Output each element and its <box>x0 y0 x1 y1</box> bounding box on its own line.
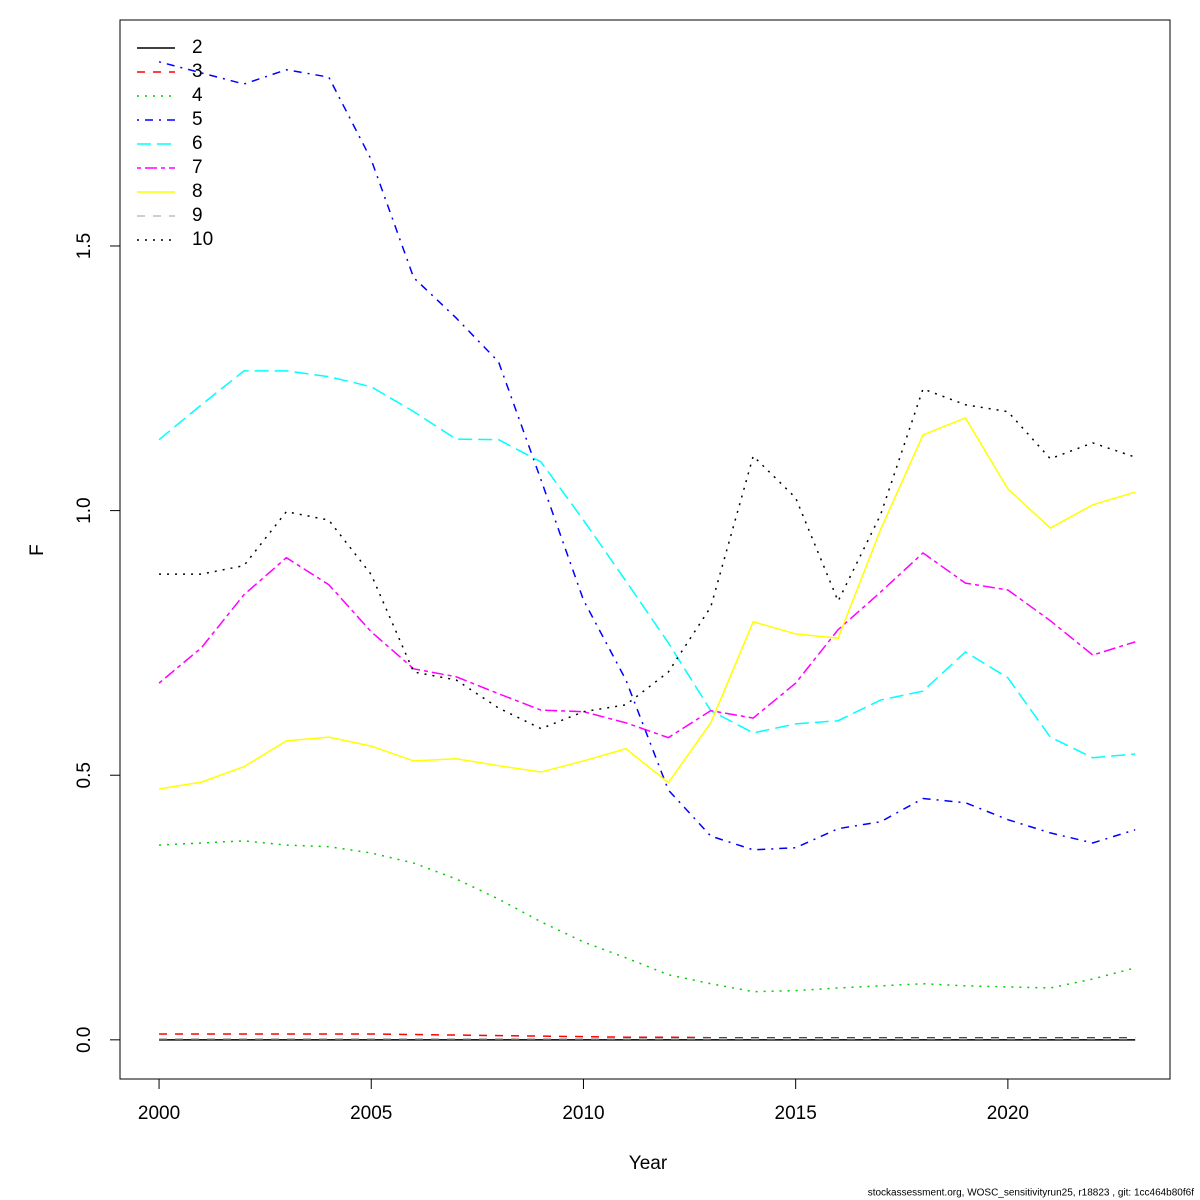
x-tick-label: 2005 <box>350 1103 392 1124</box>
legend-label: 10 <box>192 229 213 250</box>
legend-label: 7 <box>192 157 203 178</box>
legend-label: 9 <box>192 205 203 226</box>
x-tick-label: 2020 <box>987 1103 1029 1124</box>
plot-frame <box>119 19 1171 1080</box>
y-tick-label: 0.5 <box>74 762 95 788</box>
series-line <box>158 61 1136 851</box>
legend-label: 2 <box>192 37 203 58</box>
legend-label: 4 <box>192 85 203 106</box>
series-line <box>159 840 1136 993</box>
y-tick-label: 0.0 <box>74 1027 95 1053</box>
x-tick-label: 2010 <box>562 1103 604 1124</box>
series-line <box>159 387 1136 730</box>
series-line <box>158 551 1136 739</box>
y-tick-label: 1.0 <box>74 497 95 523</box>
y-axis-label: F <box>27 544 48 556</box>
series-line <box>159 1033 1136 1039</box>
legend-label: 8 <box>192 181 203 202</box>
caption: stockassessment.org, WOSC_sensitivityrun… <box>868 1188 1194 1199</box>
x-tick-label: 2000 <box>138 1103 180 1124</box>
legend-label: 5 <box>192 109 203 130</box>
legend-label: 3 <box>192 61 203 82</box>
y-tick-label: 1.5 <box>74 233 95 259</box>
series-line <box>158 417 1136 790</box>
x-tick-label: 2015 <box>775 1103 817 1124</box>
series-line <box>158 370 1136 759</box>
legend-label: 6 <box>192 133 203 154</box>
x-axis-label: Year <box>629 1153 668 1174</box>
